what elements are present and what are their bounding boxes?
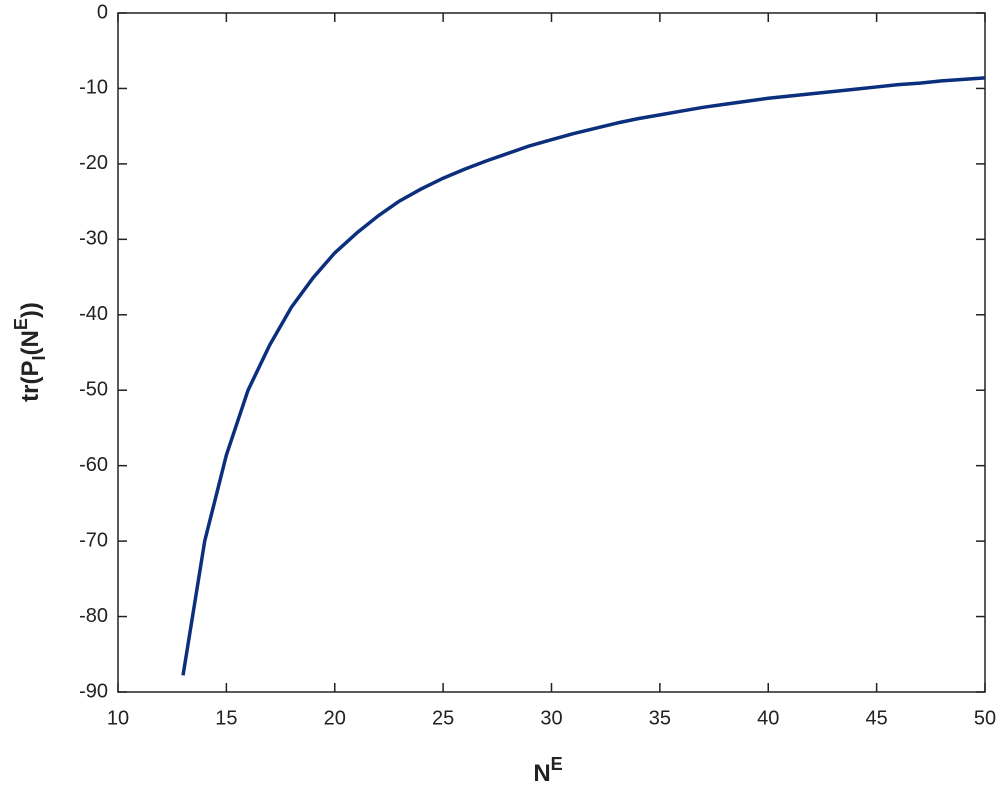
y-label-part: )) (17, 302, 44, 318)
y-label-part: (N (17, 330, 44, 355)
y-tick-label: -80 (79, 605, 108, 627)
data-line (181, 76, 986, 676)
y-tick-label: -20 (79, 152, 108, 174)
y-tick-label: -30 (79, 228, 108, 250)
x-tick-label: 40 (757, 707, 779, 729)
x-tick-label: 10 (107, 707, 129, 729)
x-tick-label: 25 (432, 707, 454, 729)
x-label-base: N (533, 760, 550, 787)
x-tick-label: 45 (866, 707, 888, 729)
y-label-part: tr(P (17, 361, 44, 402)
y-axis-label: tr(PI(NE)) (11, 302, 49, 402)
y-tick-label: -50 (79, 379, 108, 401)
x-axis-label: NE (533, 754, 562, 788)
y-tick-label: -60 (79, 454, 108, 476)
x-tick-label: 50 (974, 707, 996, 729)
x-label-sup: E (551, 754, 563, 774)
y-tick-label: -70 (79, 529, 108, 551)
y-label-sub: I (29, 355, 49, 360)
x-tick-label: 30 (540, 707, 562, 729)
plot-frame (117, 12, 986, 693)
y-tick-label: -90 (79, 680, 108, 702)
y-tick-label: 0 (97, 1, 108, 23)
x-tick-label: 20 (324, 707, 346, 729)
x-tick-label: 15 (215, 707, 237, 729)
y-tick-label: -10 (79, 77, 108, 99)
y-label-sup: E (11, 318, 31, 330)
x-tick-label: 35 (649, 707, 671, 729)
y-tick-label: -40 (79, 303, 108, 325)
